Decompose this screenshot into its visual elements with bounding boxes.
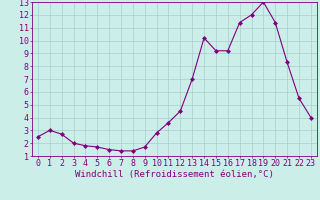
X-axis label: Windchill (Refroidissement éolien,°C): Windchill (Refroidissement éolien,°C)	[75, 170, 274, 179]
